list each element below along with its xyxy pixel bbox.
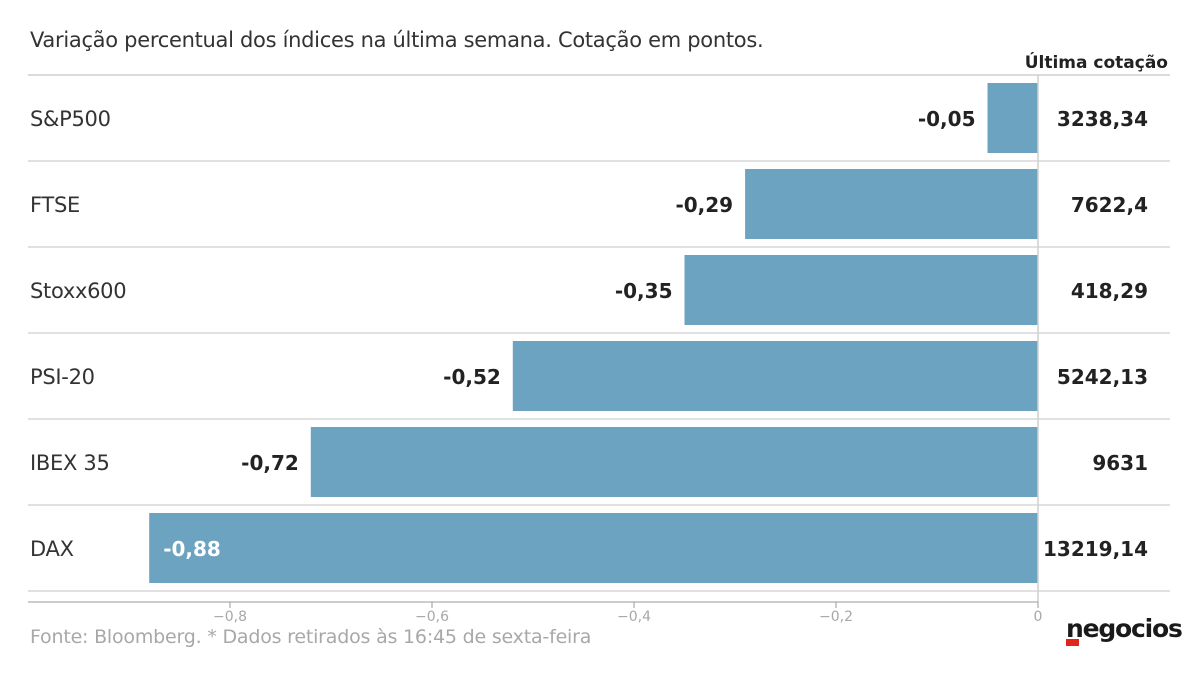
- last-quote-value: 7622,4: [1071, 193, 1148, 217]
- bar: [310, 427, 1038, 497]
- category-label: S&P500: [30, 107, 111, 131]
- value-label: -0,29: [675, 193, 733, 217]
- x-tick-label: −0,4: [617, 609, 651, 625]
- logo-text: negocios: [1066, 614, 1183, 643]
- bar: [684, 255, 1038, 325]
- last-quote-value: 9631: [1092, 451, 1148, 475]
- last-quote-value: 13219,14: [1043, 537, 1148, 561]
- logo-red-mark: [1066, 639, 1079, 646]
- value-label: -0,88: [163, 537, 221, 561]
- x-tick-label: −0,6: [415, 609, 449, 625]
- category-label: PSI-20: [30, 365, 95, 389]
- bar: [149, 513, 1038, 583]
- category-label: IBEX 35: [30, 451, 110, 475]
- x-tick-label: 0: [1034, 609, 1043, 625]
- category-label: DAX: [30, 537, 74, 561]
- bar: [745, 169, 1038, 239]
- x-tick-label: −0,2: [819, 609, 853, 625]
- last-quote-value: 418,29: [1071, 279, 1148, 303]
- source-note: Fonte: Bloomberg. * Dados retirados às 1…: [30, 626, 592, 648]
- bar: [987, 83, 1038, 153]
- negocios-logo: negocios: [1066, 614, 1192, 650]
- value-label: -0,52: [443, 365, 501, 389]
- category-label: FTSE: [30, 193, 80, 217]
- value-label: -0,35: [615, 279, 673, 303]
- last-quote-value: 5242,13: [1057, 365, 1148, 389]
- chart-subtitle: Variação percentual dos índices na últim…: [30, 28, 764, 52]
- value-label: -0,72: [241, 451, 299, 475]
- last-quote-header: Última cotação: [1025, 51, 1168, 73]
- category-label: Stoxx600: [30, 279, 126, 303]
- bar: [512, 341, 1038, 411]
- value-label: -0,05: [918, 107, 976, 131]
- last-quote-value: 3238,34: [1057, 107, 1148, 131]
- x-tick-label: −0,8: [213, 609, 247, 625]
